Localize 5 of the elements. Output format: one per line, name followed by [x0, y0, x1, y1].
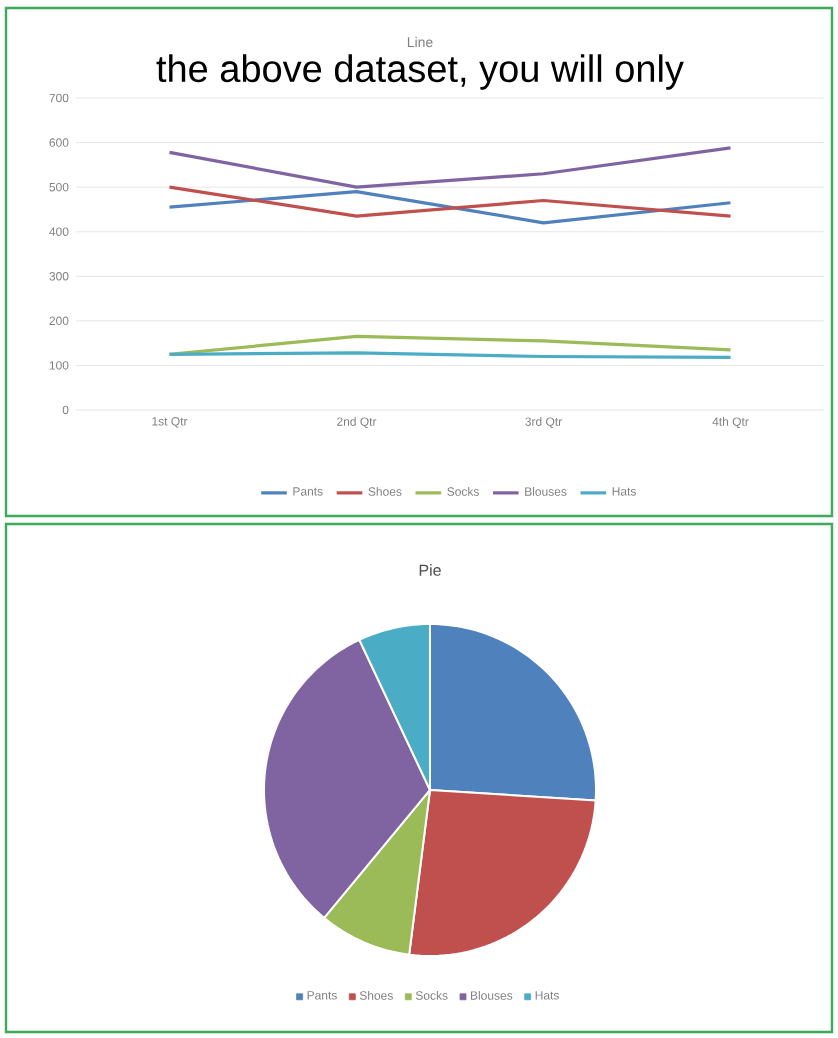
chart-title: Pie — [419, 564, 441, 576]
line-series — [167, 190, 733, 225]
line-series — [167, 334, 733, 356]
line-series — [167, 146, 733, 189]
text: the above dataset, you will only — [156, 54, 684, 90]
